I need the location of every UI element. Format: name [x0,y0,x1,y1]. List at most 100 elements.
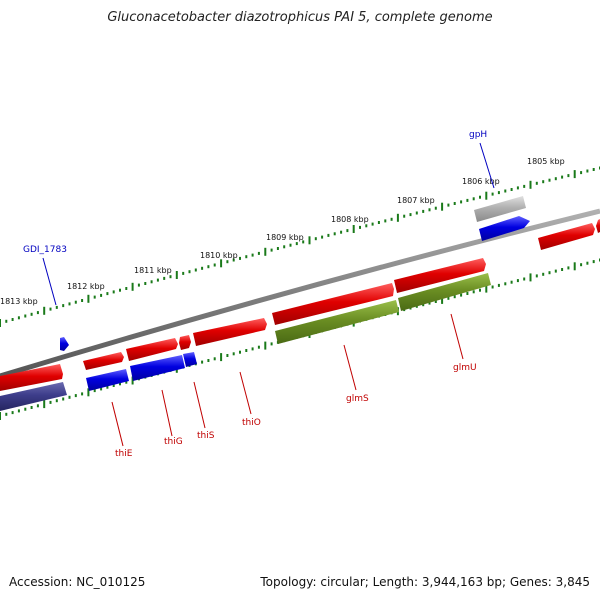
gene-thiS[interactable] [179,335,191,350]
outer-minor-tick [428,208,431,212]
outer-minor-tick [447,203,450,207]
inner-minor-tick [460,293,463,297]
feature-pseudo-gray[interactable] [474,196,526,222]
label-thiO[interactable]: thiO [242,418,261,428]
olive-features [275,273,491,344]
inner-minor-tick [257,345,260,349]
inner-minor-tick [567,266,570,270]
scale-label-1805: 1805 kbp [527,157,565,166]
outer-minor-tick [163,276,166,280]
inner-minor-tick [479,288,481,292]
outer-minor-tick [409,213,412,217]
outer-minor-tick [333,232,336,236]
gene-glmU[interactable] [394,258,486,293]
inner-minor-tick [201,360,204,364]
gene-thiE-blue[interactable] [86,369,129,391]
gene-thiG[interactable] [126,338,178,361]
inner-minor-tick [49,400,52,404]
outer-minor-tick [17,316,20,320]
outer-minor-tick [422,209,425,213]
outer-minor-tick [11,318,14,321]
label-glmS[interactable]: glmS [346,394,369,404]
outer-minor-tick [371,222,374,226]
inner-minor-tick [17,409,20,413]
outer-minor-tick [201,266,204,270]
outer-minor-tick [24,314,27,318]
gene-thiO[interactable] [193,318,267,346]
inner-major-tick [131,376,134,385]
leader-thiS [193,381,206,429]
outer-minor-tick [283,245,286,249]
scale-label-1810: 1810 kbp [200,251,238,260]
gene-thiE[interactable] [83,352,124,370]
gene-labels: GDI_1783 gpH thiE thiG thiS thiO glmS gl… [23,130,487,459]
outer-minor-tick [150,280,153,284]
inner-minor-tick [213,357,216,361]
inner-minor-tick [30,406,33,409]
inner-minor-tick [434,300,437,303]
inner-minor-tick [453,295,456,299]
outer-minor-tick [257,251,260,255]
inner-minor-tick [5,412,8,416]
outer-minor-tick [466,198,469,202]
outer-minor-tick [302,240,305,244]
outer-minor-tick [504,189,507,193]
scale-labels: 1813 kbp 1812 kbp 1811 kbp 1810 kbp 1809… [0,157,565,306]
gene-thiS-blue[interactable] [183,352,197,367]
outer-minor-tick [327,233,330,237]
inner-minor-tick [11,411,14,415]
leader-glmS [343,344,357,391]
outer-minor-tick [580,171,583,175]
label-thiS[interactable]: thiS [197,431,215,441]
outer-minor-tick [453,202,456,205]
outer-minor-tick [321,235,324,239]
gene-gpH[interactable] [479,216,530,241]
scale-label-1811: 1811 kbp [134,266,172,275]
label-thiG[interactable]: thiG [164,437,183,447]
outer-minor-tick [232,258,235,262]
label-thiE[interactable]: thiE [115,449,133,459]
outer-minor-tick [479,195,481,199]
inner-minor-tick [36,404,39,408]
outer-minor-tick [434,206,437,210]
outer-minor-tick [415,211,418,215]
outer-minor-tick [491,192,494,196]
reverse-genes [60,216,530,391]
outer-minor-tick [340,230,343,234]
outer-minor-tick [365,224,368,228]
forward-genes [0,219,600,391]
inner-minor-tick [55,399,58,403]
inner-minor-tick [504,282,507,286]
inner-minor-tick [548,271,551,275]
outer-minor-tick [346,229,349,233]
gene-forward-left[interactable] [0,364,63,391]
label-gpH[interactable]: gpH [469,130,487,140]
feature-dark-left[interactable] [0,382,67,411]
leader-thiG [161,389,173,437]
outer-minor-tick [516,186,519,190]
inner-major-tick [573,262,576,271]
inner-minor-tick [81,392,84,396]
inner-minor-tick [74,394,77,398]
scale-ticks-outer [0,166,600,327]
accession-text: Accession: NC_010125 [9,575,146,589]
outer-major-tick [0,319,1,327]
gene-forward-right[interactable] [538,223,595,250]
feature-glmU-olive[interactable] [398,273,491,311]
outer-minor-tick [295,242,298,246]
gene-thiG-blue[interactable] [130,355,185,381]
inner-major-tick [441,295,444,304]
label-glmU[interactable]: glmU [453,363,477,373]
gene-forward-edge[interactable] [596,219,600,233]
outer-major-tick [131,282,134,291]
feature-glmS-olive[interactable] [275,300,399,344]
gene-GDI_1783[interactable] [60,337,69,351]
outer-minor-tick [226,260,229,264]
outer-major-tick [220,259,223,268]
gene-glmS[interactable] [272,283,394,325]
leader-GDI_1783 [42,257,57,306]
outer-minor-tick [81,299,84,302]
outer-minor-tick [106,292,109,296]
label-GDI_1783[interactable]: GDI_1783 [23,245,67,255]
